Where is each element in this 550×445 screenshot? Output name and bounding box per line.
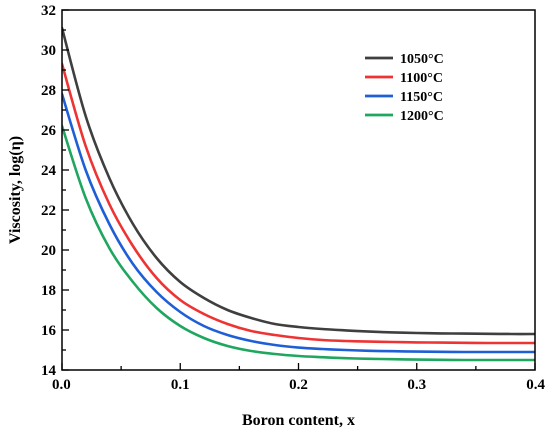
y-tick-label: 28	[41, 83, 56, 99]
legend: 1050°C 1100°C 1150°C 1200°C	[365, 52, 444, 124]
series-line-1100	[62, 62, 535, 345]
y-tick-label: 26	[41, 123, 57, 139]
y-tick-label: 30	[41, 43, 56, 59]
x-tick-label: 0.0	[52, 377, 71, 393]
series-line-1050	[62, 26, 535, 336]
y-tick-label: 14	[41, 363, 57, 379]
legend-label: 1150°C	[400, 90, 443, 105]
legend-label: 1200°C	[400, 109, 444, 124]
series-line-1150	[62, 92, 535, 354]
y-tick-label: 22	[41, 203, 56, 219]
x-tick-label: 0.3	[407, 377, 426, 393]
legend-label: 1100°C	[400, 71, 443, 86]
plot-frame	[61, 9, 536, 371]
series-line-1200	[62, 124, 535, 362]
x-tick-label: 0.2	[289, 377, 308, 393]
y-tick-label: 24	[41, 163, 57, 179]
x-axis-title: Boron content, x	[242, 412, 355, 429]
curves-layer	[62, 26, 535, 362]
legend-label: 1050°C	[400, 52, 444, 67]
ticks-layer	[61, 9, 536, 371]
y-tick-label: 32	[41, 3, 56, 19]
y-tick-label: 16	[41, 323, 57, 339]
y-tick-label: 18	[41, 283, 56, 299]
tick-labels-layer: 0.0 0.1 0.2 0.3 0.4 14 16 18 20 22 24 26 28 30 32	[41, 3, 546, 393]
x-tick-label: 0.4	[526, 377, 545, 393]
y-axis-title: Viscosity, log(η)	[7, 136, 24, 244]
x-tick-label: 0.1	[171, 377, 190, 393]
y-tick-label: 20	[41, 243, 56, 259]
